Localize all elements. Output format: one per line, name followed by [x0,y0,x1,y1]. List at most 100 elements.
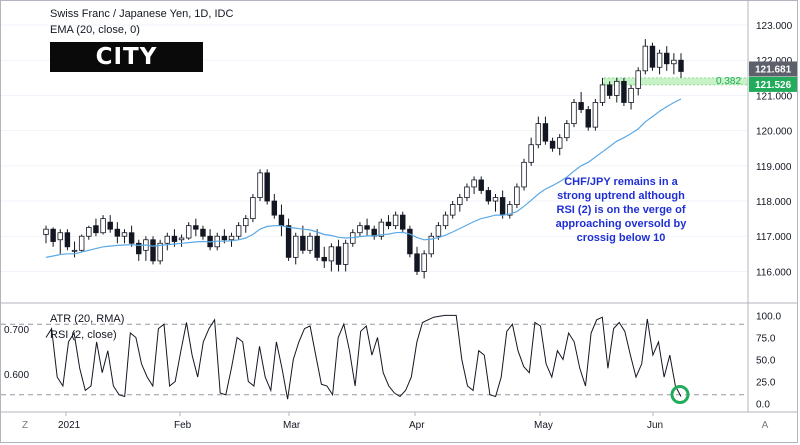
candle-body [157,242,163,262]
candle-body [464,186,470,198]
candle-body [664,52,670,65]
candle-body [471,179,477,188]
candle-body [414,253,420,272]
candle-body [621,80,627,103]
candle-body [357,225,363,234]
price-grid [1,24,748,272]
price-tag-box [749,61,797,77]
time-tick-label: May [534,420,553,431]
candle-body [478,179,484,191]
atr-tick-label: 0.600 [4,370,29,381]
candle-body [328,246,335,262]
candle-body [585,109,591,128]
price-tick-label: 119.000 [756,162,792,173]
candle-body [599,84,606,103]
candle-body [342,242,349,265]
candle-body [642,45,649,72]
candle-body [57,232,63,241]
candle-body [492,197,499,202]
auto-scale-button-right[interactable]: A [761,420,769,431]
price-tag-box [749,76,797,92]
candle-body [678,59,684,72]
fib-zone-rect [603,77,749,86]
rsi-tick-label: 0.0 [756,400,770,411]
price-axis[interactable]: 116.000 117.000 118.000 119.000 120.000 121.0… [756,21,793,278]
price-tag-label: 121.526 [755,80,792,91]
candle-body [221,235,228,241]
candle-body [100,218,106,234]
candle-body [407,228,413,255]
price-tick-label: 123.000 [756,21,793,32]
candles-layer [43,39,684,279]
rsi-legend: RSI (2, close) [50,329,117,341]
candle-body [628,88,634,103]
candle-body [271,200,278,216]
candle-body [78,235,85,251]
rsi-axis[interactable]: 0.0 25.0 50.0 75.0 100.0 [756,311,781,410]
chart-annotation: CHF/JPY remains in a strong uptrend alth… [555,176,687,244]
candle-body [50,228,56,242]
candle-body [392,214,399,227]
candle-body [542,123,549,142]
candle-body [428,235,434,255]
candle-body [136,242,142,255]
candle-body [243,218,249,227]
candle-body [171,235,178,242]
candle-body [435,225,442,237]
candle-body [164,235,171,244]
candle-body [521,161,527,188]
candle-body [150,239,156,262]
price-tick-label: 120.000 [756,127,793,138]
candle-body [449,204,456,216]
candle-body [278,214,285,227]
time-tick-label: 2021 [58,420,81,431]
candle-body [457,197,463,205]
candle-body [592,102,599,128]
city-index-logo: CITY INDEX [50,42,203,100]
candle-body [128,232,135,244]
candle-body [64,232,71,248]
candle-body [528,144,534,163]
candle-body [564,123,570,139]
candle-body [193,225,199,230]
candle-body [307,235,313,251]
candle-body [635,70,641,89]
ema-legend: EMA (20, close, 0) [50,24,140,36]
candle-body [200,228,206,237]
price-tick-label: 116.000 [756,267,792,278]
candle-body [257,172,263,198]
atr-tick-label: 0.700 [4,325,29,336]
candle-body [535,123,542,146]
rsi-tick-label: 100.0 [756,311,781,322]
rsi-highlight-circle [670,385,690,405]
candle-body [314,235,320,258]
candle-body [264,172,270,202]
candle-body [235,225,242,237]
candle-body [285,225,292,258]
candle-body [300,235,306,251]
atr-axis: 0.600 0.700 [4,325,29,381]
time-tick-label: Mar [283,420,301,431]
fib-zone-layer: 0.382 [603,76,749,87]
candle-body [364,225,370,230]
candle-body [671,59,677,65]
rsi-tick-label: 50.0 [756,356,776,367]
candle-body [606,84,613,96]
candle-body [293,235,299,258]
candle-body [614,80,620,96]
candle-body [43,228,49,235]
auto-scale-button-left[interactable]: Z [21,420,29,431]
rsi-tick-label: 75.0 [756,333,776,344]
candle-body [400,214,406,230]
candle-body [514,186,520,205]
candle-body [485,190,492,202]
candle-body [93,225,99,234]
candle-body [649,45,656,68]
candle-body [107,221,113,230]
time-axis[interactable]: 2021 Feb Mar Apr May Jun [58,412,663,431]
candle-body [385,221,392,227]
candle-body [321,256,327,262]
candle-body [421,253,427,272]
